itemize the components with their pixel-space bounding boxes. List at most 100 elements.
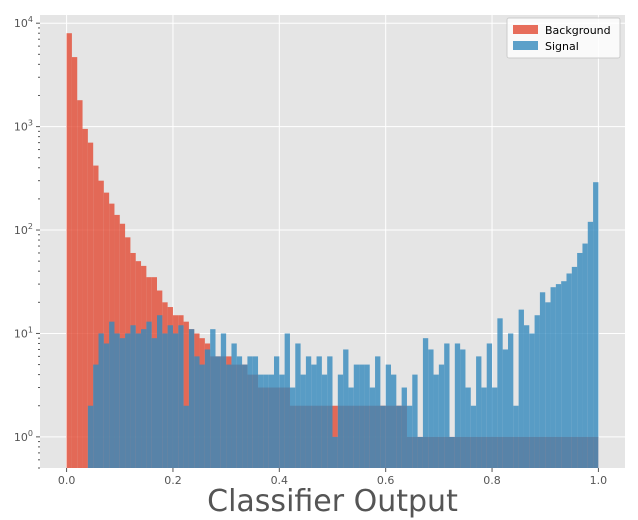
bar: [151, 338, 157, 468]
bar: [125, 333, 131, 468]
bar: [406, 405, 413, 468]
bar: [444, 343, 450, 468]
bar: [375, 356, 381, 468]
bar: [497, 318, 503, 468]
bar: [385, 364, 391, 468]
bar: [412, 374, 418, 468]
bar: [380, 405, 386, 468]
bar: [348, 387, 354, 468]
bar: [513, 405, 519, 468]
bar: [401, 387, 407, 468]
x-tick-label: 1.0: [590, 474, 608, 487]
bar: [449, 436, 455, 468]
bar: [343, 349, 349, 468]
bar: [93, 165, 99, 468]
bar: [279, 374, 285, 468]
bar: [417, 436, 423, 468]
bar: [587, 221, 594, 468]
bar: [422, 338, 429, 468]
bar: [194, 356, 200, 468]
legend: Background Signal: [506, 17, 621, 59]
bar: [305, 356, 312, 468]
bar: [183, 405, 189, 468]
x-tick-label: 0.2: [164, 474, 182, 487]
bar: [215, 356, 221, 468]
bar: [337, 374, 344, 468]
bar: [353, 364, 360, 468]
bar: [332, 436, 338, 468]
bar: [71, 57, 78, 468]
bar: [172, 333, 179, 468]
bar: [508, 333, 514, 468]
bar: [486, 343, 493, 468]
bar: [178, 325, 184, 468]
legend-swatch: [513, 25, 538, 34]
series-signal: [87, 182, 599, 468]
y-tick-label: 104: [14, 15, 33, 30]
bar: [454, 343, 461, 468]
bar: [167, 325, 173, 468]
bar: [295, 343, 301, 468]
bar: [226, 364, 232, 468]
x-tick-label: 0.4: [271, 474, 289, 487]
bar: [433, 374, 439, 468]
bar: [359, 364, 365, 468]
bar: [135, 333, 142, 468]
bar: [523, 325, 530, 468]
bar: [289, 387, 296, 468]
bar: [268, 374, 274, 468]
x-tick-label: 0.0: [58, 474, 76, 487]
bar: [327, 356, 333, 468]
y-tick-label: 100: [14, 429, 33, 444]
bar: [247, 356, 253, 468]
bar: [77, 100, 83, 468]
bar: [492, 387, 498, 468]
bar: [242, 364, 248, 468]
bar: [284, 333, 290, 468]
bar: [561, 281, 567, 468]
bar: [571, 266, 578, 468]
bar: [476, 356, 482, 468]
bar: [199, 364, 205, 468]
bar: [321, 374, 328, 468]
bar: [529, 333, 535, 468]
bar: [566, 273, 572, 468]
bar: [98, 333, 104, 468]
bar: [593, 182, 599, 468]
bar: [210, 329, 216, 468]
bar: [98, 180, 104, 468]
x-axis-label: Classifier Output: [207, 484, 458, 519]
bar: [550, 287, 556, 468]
legend-swatch: [513, 41, 538, 50]
bar: [316, 356, 322, 468]
bar: [274, 356, 280, 468]
bar: [428, 349, 434, 468]
x-axis-ticks: 0.0 0.2 0.4 0.6 0.8 1.0: [58, 468, 607, 487]
bar: [183, 321, 189, 468]
bar: [146, 321, 152, 468]
bar: [188, 329, 195, 468]
bar: [364, 364, 370, 468]
bar: [396, 405, 402, 468]
bar: [87, 405, 94, 468]
bar: [66, 33, 72, 468]
bar: [311, 364, 317, 468]
bar: [87, 142, 94, 468]
bar: [119, 338, 126, 468]
bar: [236, 356, 243, 468]
y-tick-label: 102: [14, 222, 33, 237]
bar: [162, 333, 168, 468]
bar: [481, 387, 487, 468]
bar: [577, 252, 583, 468]
bar: [502, 349, 508, 468]
bar: [534, 315, 540, 468]
bar: [518, 309, 524, 468]
x-tick-label: 0.6: [377, 474, 395, 487]
y-axis-ticks: 100 101 102 103 104: [14, 15, 40, 469]
bar: [539, 292, 546, 468]
bar: [470, 405, 477, 468]
bar: [582, 243, 588, 468]
bar: [130, 325, 136, 468]
bar: [231, 343, 237, 468]
